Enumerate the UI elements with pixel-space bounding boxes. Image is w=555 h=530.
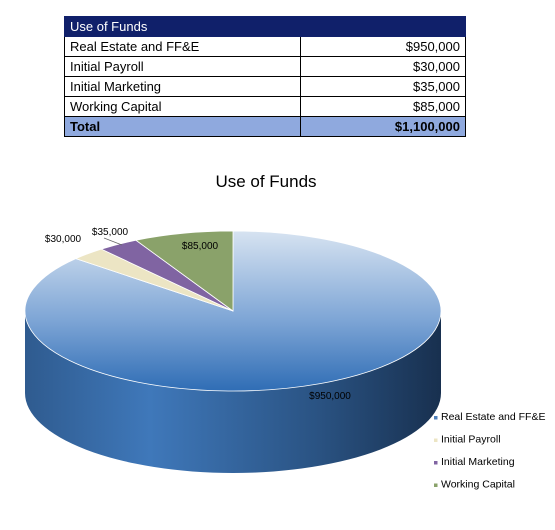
legend-label-working-capital: Working Capital — [441, 479, 515, 491]
table-title: Use of Funds — [64, 16, 466, 37]
row-label: Working Capital — [64, 96, 301, 117]
table-row: Real Estate and FF&E $950,000 — [64, 36, 466, 57]
legend-label-initial-marketing: Initial Marketing — [441, 456, 515, 468]
table-header-row: Use of Funds — [64, 16, 466, 37]
data-label-working-capital: $85,000 — [182, 241, 219, 252]
use-of-funds-table: Use of Funds Real Estate and FF&E $950,0… — [64, 16, 466, 137]
chart-title: Use of Funds — [215, 172, 316, 191]
legend-swatch-initial-payroll — [434, 438, 438, 442]
total-label: Total — [64, 116, 301, 137]
total-amount: $1,100,000 — [300, 116, 466, 137]
legend-swatch-initial-marketing — [434, 461, 438, 465]
data-label-real-estate: $950,000 — [309, 391, 351, 402]
data-label-initial-payroll: $30,000 — [45, 234, 82, 245]
legend-label-initial-payroll: Initial Payroll — [441, 434, 501, 446]
table-row: Working Capital $85,000 — [64, 96, 466, 117]
pie-side-wall — [25, 311, 441, 473]
legend-swatch-real-estate — [434, 416, 438, 420]
pie-slice-working-capital — [134, 230, 234, 312]
leader-line — [103, 237, 123, 246]
row-label: Initial Marketing — [64, 76, 301, 97]
row-label: Real Estate and FF&E — [64, 36, 301, 57]
data-label-initial-marketing: $35,000 — [92, 227, 129, 238]
legend-swatch-working-capital — [434, 483, 438, 487]
legend-label-real-estate: Real Estate and FF&E — [441, 411, 545, 423]
table-total-row: Total $1,100,000 — [64, 116, 466, 137]
